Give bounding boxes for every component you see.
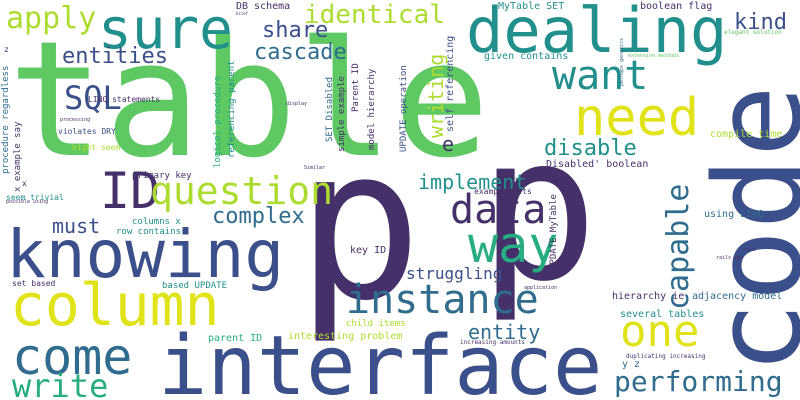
word-disable: disable	[544, 136, 637, 161]
word-boolean-flag: boolean flag	[640, 1, 713, 12]
word-kind: kind	[734, 10, 787, 35]
word-db-schema: DB schema	[236, 1, 291, 12]
word-table: table	[8, 6, 490, 193]
word-share: share	[262, 18, 329, 43]
word-self-referencing: self referencing	[445, 35, 456, 132]
word-logical-procedure: logical procedure	[213, 75, 223, 168]
word-dealing: dealing	[466, 0, 728, 67]
word-simple-example: simple example	[337, 76, 347, 152]
word-parent-id-top: Parent ID	[351, 63, 361, 112]
word-data: data	[450, 187, 547, 233]
word-come: come	[12, 328, 133, 386]
word-adjacency-model: adjacency model	[692, 291, 783, 302]
word-p-right: p	[478, 93, 599, 326]
word-mytable-set: MyTable SET	[498, 1, 565, 12]
word-implement: implement	[418, 170, 527, 194]
word-interface: interface	[158, 319, 603, 400]
word-application: application	[524, 285, 558, 291]
word-ID: ID	[100, 162, 161, 220]
word-hierarchy-ie: hierarchy ie	[612, 291, 685, 302]
word-processing: processing	[60, 117, 91, 123]
word-p-left: p	[296, 102, 423, 347]
word-SQL: SQL	[64, 79, 122, 117]
word-example-gets: example gets	[474, 187, 532, 196]
word-model-hierarchy: model hierarchy	[367, 68, 377, 150]
word-increasing-amounts: increasing amounts	[460, 339, 526, 346]
word-identical: identical	[304, 0, 445, 30]
word-based-update: based UPDATE	[162, 281, 228, 291]
word-duplicating-increasing: duplicating increasing	[626, 353, 706, 360]
word-need: need	[574, 88, 700, 148]
word-entity: entity	[468, 320, 541, 344]
word-referencing-parent: referencing parent	[227, 60, 237, 158]
word-rails-app: rails app	[716, 255, 744, 261]
word-might-seem: might seem	[72, 143, 121, 152]
word-child-items: child items	[346, 319, 406, 329]
word-entities: entities	[62, 44, 168, 69]
word-disabled-boolean: Disabled' boolean	[546, 159, 649, 170]
word-instance: instance	[346, 277, 539, 323]
word-set-based: set based	[12, 279, 56, 288]
word-one: one	[620, 306, 700, 357]
word-interesting-problem: interesting problem	[288, 331, 403, 342]
word-y-z: y z	[622, 359, 641, 370]
word-using-linq: using LINQ	[704, 209, 765, 220]
word-key-id: key ID	[350, 245, 387, 256]
word-perhaps-generics: perhaps generics	[619, 37, 625, 86]
word-extension-methods: extension methods	[628, 53, 680, 59]
word-given-contains: given contains	[484, 51, 569, 62]
word-similar: Similar	[304, 165, 326, 171]
word-linq-statements: LINQ statements	[88, 95, 161, 104]
word-cascade: cascade	[254, 40, 347, 65]
word-seem-trivial: seem trivial	[6, 193, 64, 202]
word-set-disabled: SET Disabled	[325, 76, 335, 142]
word-knowing: knowing	[6, 216, 285, 293]
word-possible-using: possible using	[6, 199, 49, 205]
word-sure: sure	[98, 0, 233, 62]
word-brief: brief	[236, 11, 249, 16]
word-z: z	[4, 45, 9, 54]
word-apply: apply	[6, 1, 97, 36]
word-compile-time: compile time	[710, 129, 783, 140]
word-struggling: struggling	[406, 264, 503, 283]
word-parent-id-bottom: parent ID	[208, 333, 263, 344]
word-performing: performing	[614, 365, 783, 398]
word-row-contains: row contains	[116, 227, 182, 237]
word-violates-dry: violates DRY	[58, 127, 116, 136]
word-column: column	[10, 271, 220, 339]
word-e: e	[442, 132, 455, 156]
word-elegant-solution: elegant solution	[724, 29, 782, 36]
word-writing: writing	[424, 53, 448, 138]
word-must: must	[52, 214, 101, 238]
word-question: question	[150, 169, 334, 213]
word-several-tables: several tables	[620, 309, 705, 320]
word-columns-x: columns x	[132, 217, 181, 227]
word-want: want	[552, 53, 649, 99]
word-procedure-regardless: procedure regardless	[1, 65, 11, 174]
word-update-operation: UPDATE operation	[399, 65, 409, 152]
word-display: display	[286, 101, 308, 107]
word-x: x	[22, 179, 27, 188]
word-update-mytable: UPDATE MyTable	[549, 194, 559, 270]
word-cons: cons	[744, 247, 757, 253]
word-complex: complex	[212, 204, 305, 229]
word-primary-key: primary key	[132, 171, 192, 181]
word-way: way	[468, 216, 559, 274]
word-write: write	[12, 367, 109, 400]
